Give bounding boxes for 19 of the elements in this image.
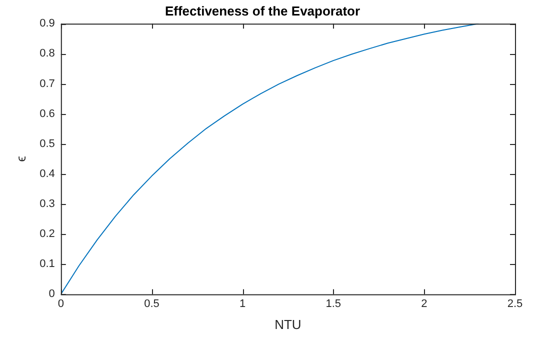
- chart-title: Effectiveness of the Evaporator: [164, 3, 360, 18]
- y-tick-label: 0.2: [40, 228, 55, 240]
- y-tick-label: 0.6: [40, 108, 55, 120]
- y-tick-label: 0: [48, 288, 55, 300]
- y-tick-label: 0.3: [40, 198, 55, 210]
- y-tick-label: 0.9: [40, 18, 55, 30]
- y-axis-title: ϵ: [13, 156, 28, 162]
- y-tick-label: 0.7: [40, 78, 55, 90]
- x-tick-label: 2.5: [507, 298, 523, 310]
- x-axis-title: NTU: [274, 316, 302, 332]
- y-tick-label: 0.5: [40, 138, 55, 150]
- x-tick-label: 2: [421, 298, 428, 310]
- y-tick-label: 0.8: [40, 48, 55, 60]
- x-tick-label: 0.5: [144, 298, 160, 310]
- x-tick-label: 0: [58, 298, 64, 310]
- x-tick-label: 1: [239, 298, 246, 310]
- y-tick-label: 0.1: [40, 258, 55, 270]
- y-tick-label: 0.4: [40, 168, 55, 180]
- x-tick-label: 1.5: [326, 298, 342, 310]
